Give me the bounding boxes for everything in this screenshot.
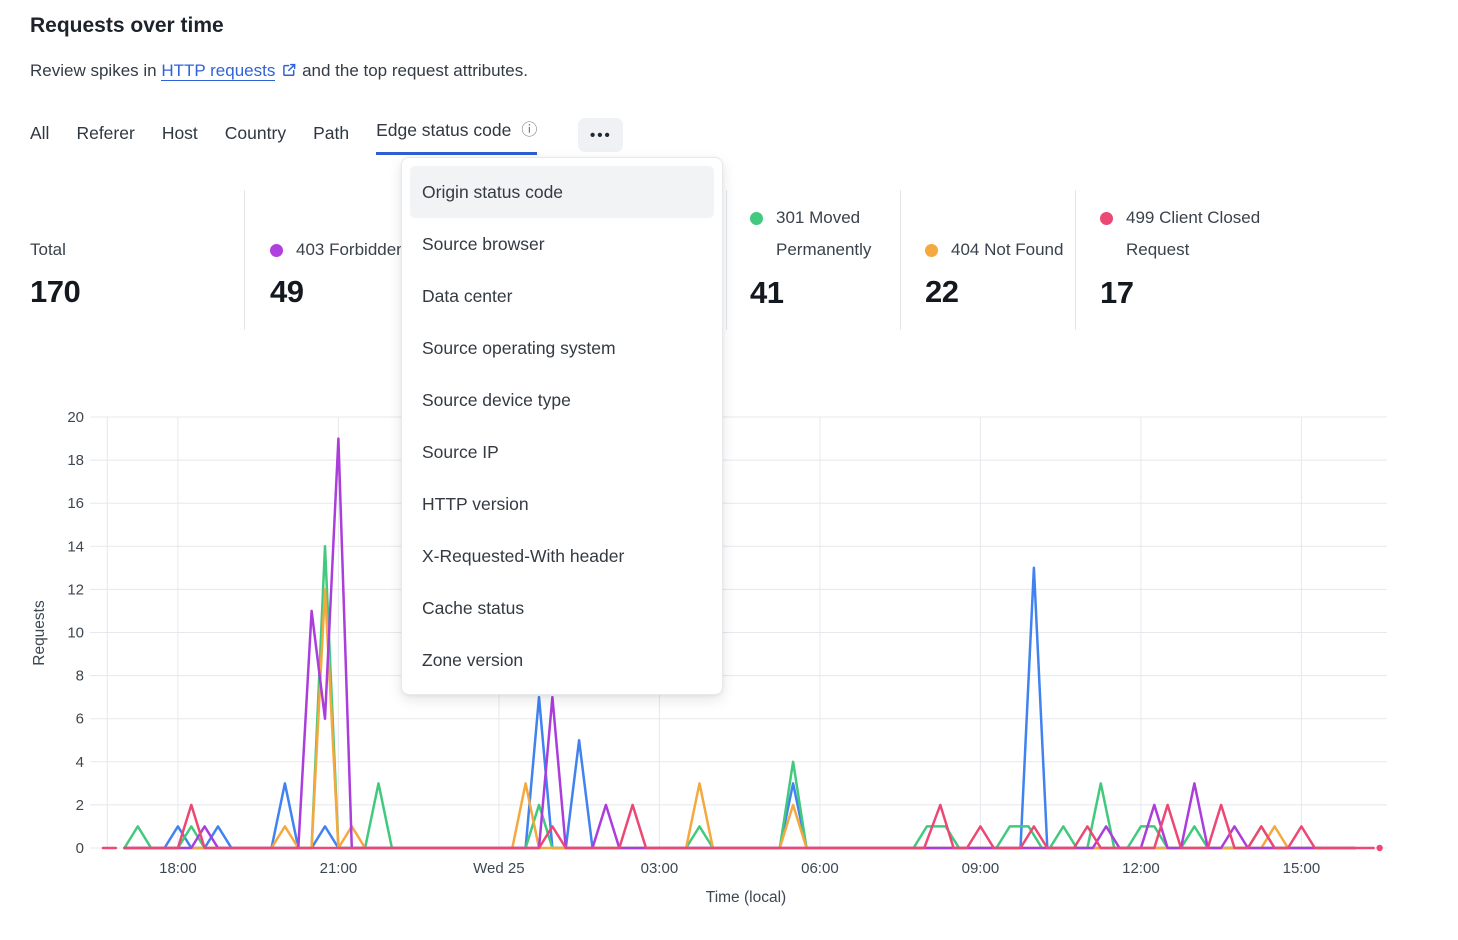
x-axis-labels: 18:00 21:00 Wed 25 03:00 06:00 09:00 12:00 15:0… xyxy=(159,860,1320,877)
dropdown-item-source-device-type[interactable]: Source device type xyxy=(422,389,571,410)
stat-divider xyxy=(244,190,245,330)
external-link-icon[interactable] xyxy=(281,62,297,83)
dropdown-item-http-version[interactable]: HTTP version xyxy=(422,493,529,514)
dropdown-item-cache-status[interactable]: Cache status xyxy=(422,597,525,618)
stat-divider xyxy=(1075,190,1076,330)
tab-country[interactable]: Country xyxy=(225,123,286,155)
series-301-line xyxy=(123,545,1357,850)
svg-text:21:00: 21:00 xyxy=(320,860,358,877)
tab-label: Path xyxy=(313,123,350,143)
subtitle-text-suffix: and the top request attributes. xyxy=(297,61,528,80)
series-499-end-dot xyxy=(1376,844,1383,852)
tab-label: Edge status code xyxy=(376,120,512,140)
stat-value: 17 xyxy=(1100,274,1134,310)
stat-403-forbidden: 403 Forbidden 49 xyxy=(270,202,470,310)
page-title: Requests over time xyxy=(30,14,224,37)
dropdown-item-source-browser[interactable]: Source browser xyxy=(422,233,545,254)
tab-label: Country xyxy=(224,123,287,143)
stat-divider xyxy=(726,190,727,330)
svg-text:8: 8 xyxy=(76,668,84,685)
svg-text:0: 0 xyxy=(76,840,84,857)
stat-404-not-found: 404 Not Found 22 xyxy=(925,202,1090,310)
tab-host[interactable]: Host xyxy=(162,123,198,155)
svg-text:09:00: 09:00 xyxy=(962,860,1000,877)
svg-text:18: 18 xyxy=(67,452,84,469)
tab-path[interactable]: Path xyxy=(313,123,349,155)
tab-label: All xyxy=(30,123,50,143)
stat-label: 301 Moved Permanently xyxy=(750,202,900,267)
attribute-dropdown-menu: Origin status code Source browser Data cen… xyxy=(401,157,723,695)
stat-label: 499 Client Closed Request xyxy=(1100,202,1270,267)
svg-text:2: 2 xyxy=(76,797,84,814)
svg-text:12:00: 12:00 xyxy=(1122,860,1160,877)
series-499-line xyxy=(123,803,1375,850)
subtitle: Review spikes in HTTP requests and the t… xyxy=(30,61,528,83)
tab-edge-status-code[interactable]: Edge status code ⓘ xyxy=(376,120,538,155)
gridlines xyxy=(90,416,1387,849)
svg-text:06:00: 06:00 xyxy=(801,860,839,877)
dropdown-item-source-operating-system[interactable]: Source operating system xyxy=(422,337,616,358)
svg-text:Wed 25: Wed 25 xyxy=(473,860,524,877)
svg-text:14: 14 xyxy=(67,538,84,555)
svg-text:18:00: 18:00 xyxy=(159,860,197,877)
legend-dot xyxy=(750,212,763,225)
svg-text:4: 4 xyxy=(76,754,84,771)
more-attributes-button[interactable]: ••• xyxy=(578,118,624,152)
y-axis-title: Requests xyxy=(31,600,48,666)
svg-text:03:00: 03:00 xyxy=(641,860,679,877)
requests-chart: 0 2 4 6 8 10 12 14 16 18 20 18:00 21:00 Wed 25 03:00 06… xyxy=(0,400,1458,940)
dropdown-item-zone-version[interactable]: Zone version xyxy=(422,649,524,670)
legend-dot xyxy=(925,243,938,257)
subtitle-text-prefix: Review spikes in xyxy=(30,61,162,80)
dropdown-item-x-requested-with-header[interactable]: X-Requested-With header xyxy=(422,545,625,566)
svg-text:20: 20 xyxy=(67,409,84,426)
dropdown-item-origin-status-code[interactable]: Origin status code xyxy=(410,166,714,218)
series-blue-unlabeled-line xyxy=(123,566,1357,850)
tab-all[interactable]: All xyxy=(30,123,49,155)
dropdown-item-source-ip[interactable]: Source IP xyxy=(422,441,499,462)
stat-value: 49 xyxy=(270,274,304,309)
y-axis-labels: 0 2 4 6 8 10 12 14 16 18 20 xyxy=(67,409,84,857)
stat-301-moved-permanently: 301 Moved Permanently 41 xyxy=(750,202,900,311)
legend-dot xyxy=(1100,212,1113,225)
http-requests-link[interactable]: HTTP requests xyxy=(161,61,276,81)
tab-label: Host xyxy=(161,123,198,143)
stat-label: Total xyxy=(30,239,66,259)
svg-text:6: 6 xyxy=(76,711,84,728)
series-403-line xyxy=(123,437,1357,850)
requests-line-chart: 0 2 4 6 8 10 12 14 16 18 20 18:00 21:00 Wed 25 03:00 06… xyxy=(31,409,1387,906)
tab-referer[interactable]: Referer xyxy=(76,123,134,155)
stat-total: Total 170 xyxy=(30,202,230,310)
svg-text:12: 12 xyxy=(67,581,84,598)
stat-value: 41 xyxy=(750,274,784,310)
svg-text:16: 16 xyxy=(67,495,84,512)
stat-value: 22 xyxy=(925,274,959,309)
x-axis-title: Time (local) xyxy=(706,889,786,906)
stat-499-client-closed-request: 499 Client Closed Request 17 xyxy=(1100,202,1270,311)
attribute-tabs: All Referer Host Country Path Edge status cod… xyxy=(30,118,624,155)
stat-label: 404 Not Found xyxy=(925,234,1090,266)
stat-value: 170 xyxy=(30,274,81,309)
svg-text:15:00: 15:00 xyxy=(1283,860,1321,877)
svg-text:10: 10 xyxy=(67,625,84,642)
info-icon[interactable]: ⓘ xyxy=(521,121,538,139)
stats-row: Total 170 403 Forbidden 49 301 Moved Permane… xyxy=(0,190,1458,330)
dropdown-item-data-center[interactable]: Data center xyxy=(422,285,513,306)
tab-label: Referer xyxy=(76,123,135,143)
stat-divider xyxy=(900,190,901,330)
legend-dot xyxy=(270,243,283,257)
stat-label: 403 Forbidden xyxy=(270,234,470,266)
